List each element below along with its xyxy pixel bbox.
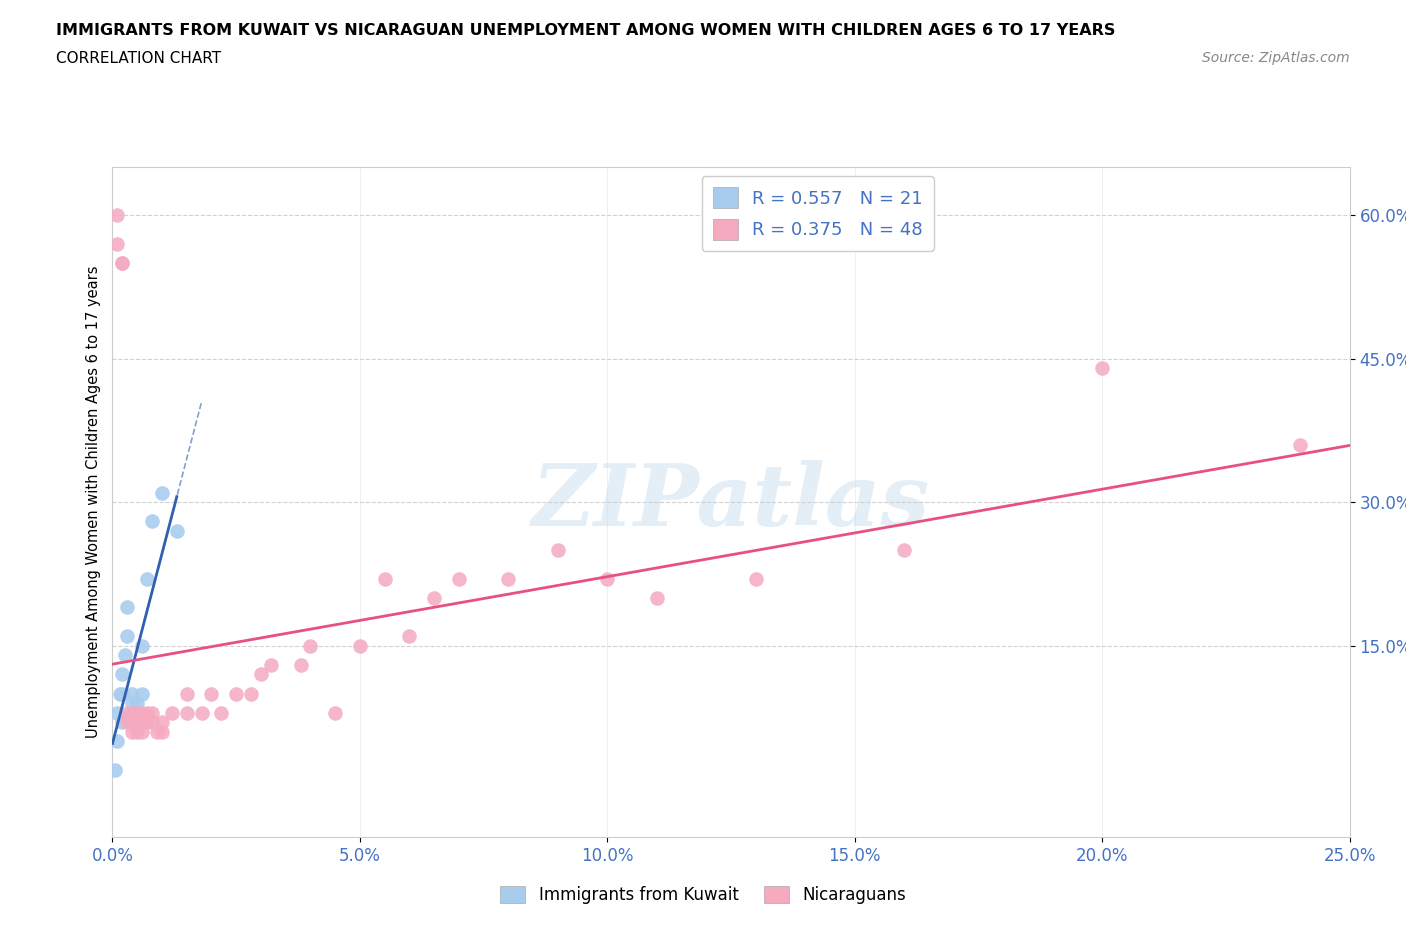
- Point: [596, 571, 619, 586]
- Point: [150, 724, 173, 739]
- Text: IMMIGRANTS FROM KUWAIT VS NICARAGUAN UNEMPLOYMENT AMONG WOMEN WITH CHILDREN AGES: IMMIGRANTS FROM KUWAIT VS NICARAGUAN UNE…: [56, 23, 1115, 38]
- Point: [141, 705, 163, 720]
- Point: [150, 485, 173, 500]
- Y-axis label: Unemployment Among Women with Children Ages 6 to 17 years: Unemployment Among Women with Children A…: [86, 266, 101, 738]
- Point: [209, 705, 232, 720]
- Point: [111, 256, 134, 271]
- Point: [141, 514, 163, 529]
- Point: [127, 724, 149, 739]
- Point: [127, 705, 149, 720]
- Point: [131, 705, 153, 720]
- Point: [176, 705, 198, 720]
- Point: [121, 715, 143, 730]
- Point: [1091, 361, 1114, 376]
- Point: [398, 629, 420, 644]
- Point: [190, 705, 212, 720]
- Point: [131, 686, 153, 701]
- Text: CORRELATION CHART: CORRELATION CHART: [56, 51, 221, 66]
- Point: [121, 705, 143, 720]
- Point: [745, 571, 768, 586]
- Point: [250, 667, 273, 682]
- Point: [150, 715, 173, 730]
- Point: [225, 686, 247, 701]
- Point: [111, 715, 134, 730]
- Point: [107, 207, 129, 222]
- Point: [260, 658, 283, 672]
- Point: [299, 638, 322, 653]
- Point: [114, 648, 136, 663]
- Point: [104, 763, 127, 777]
- Point: [136, 571, 159, 586]
- Point: [374, 571, 396, 586]
- Legend: R = 0.557   N = 21, R = 0.375   N = 48: R = 0.557 N = 21, R = 0.375 N = 48: [702, 177, 934, 251]
- Point: [131, 715, 153, 730]
- Point: [127, 696, 149, 711]
- Point: [117, 600, 139, 615]
- Legend: Immigrants from Kuwait, Nicaraguans: Immigrants from Kuwait, Nicaraguans: [492, 878, 914, 912]
- Point: [447, 571, 470, 586]
- Point: [1289, 437, 1312, 452]
- Point: [290, 658, 312, 672]
- Point: [107, 734, 129, 749]
- Point: [111, 667, 134, 682]
- Point: [645, 591, 668, 605]
- Point: [160, 705, 183, 720]
- Point: [176, 686, 198, 701]
- Point: [117, 705, 139, 720]
- Point: [323, 705, 346, 720]
- Point: [200, 686, 222, 701]
- Point: [423, 591, 446, 605]
- Point: [121, 705, 143, 720]
- Point: [136, 705, 159, 720]
- Point: [121, 686, 143, 701]
- Point: [240, 686, 263, 701]
- Point: [131, 638, 153, 653]
- Text: Source: ZipAtlas.com: Source: ZipAtlas.com: [1202, 51, 1350, 65]
- Point: [136, 715, 159, 730]
- Point: [117, 629, 139, 644]
- Point: [111, 686, 134, 701]
- Point: [498, 571, 520, 586]
- Point: [121, 724, 143, 739]
- Point: [107, 236, 129, 251]
- Text: ZIPatlas: ZIPatlas: [531, 460, 931, 544]
- Point: [111, 256, 134, 271]
- Point: [131, 724, 153, 739]
- Point: [108, 686, 131, 701]
- Point: [121, 696, 143, 711]
- Point: [127, 705, 149, 720]
- Point: [127, 715, 149, 730]
- Point: [547, 542, 569, 557]
- Point: [146, 724, 169, 739]
- Point: [166, 524, 188, 538]
- Point: [117, 715, 139, 730]
- Point: [107, 705, 129, 720]
- Point: [893, 542, 915, 557]
- Point: [141, 715, 163, 730]
- Point: [349, 638, 371, 653]
